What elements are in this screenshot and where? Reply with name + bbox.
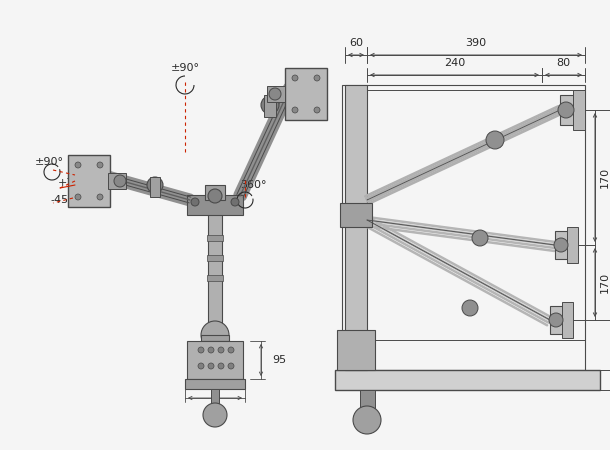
Text: 92: 92 <box>208 405 222 415</box>
Bar <box>207 235 223 241</box>
Bar <box>187 195 243 215</box>
Text: 80: 80 <box>556 58 570 68</box>
Circle shape <box>231 198 239 206</box>
Bar <box>342 85 585 370</box>
Bar <box>208 200 222 330</box>
Bar <box>264 95 276 117</box>
Bar <box>207 275 223 281</box>
Text: +75°: +75° <box>58 178 87 188</box>
Bar <box>68 155 110 207</box>
Circle shape <box>208 189 222 203</box>
Circle shape <box>549 313 563 327</box>
Circle shape <box>203 403 227 427</box>
Bar <box>567 227 578 263</box>
Circle shape <box>314 107 320 113</box>
Bar <box>345 85 367 370</box>
Text: 390: 390 <box>465 38 487 48</box>
Text: 170: 170 <box>600 272 610 293</box>
Circle shape <box>292 107 298 113</box>
Bar <box>267 86 285 102</box>
Text: 60: 60 <box>349 38 363 48</box>
Circle shape <box>218 347 224 353</box>
Circle shape <box>218 363 224 369</box>
Bar <box>360 390 375 415</box>
Text: 95: 95 <box>272 355 286 365</box>
Text: 170: 170 <box>600 167 610 188</box>
Text: ±90°: ±90° <box>171 63 199 73</box>
Circle shape <box>198 347 204 353</box>
Text: 360°: 360° <box>240 180 267 190</box>
Circle shape <box>554 238 568 252</box>
Circle shape <box>228 347 234 353</box>
Circle shape <box>472 230 488 246</box>
Circle shape <box>558 102 574 118</box>
Bar <box>335 370 600 390</box>
Circle shape <box>75 162 81 168</box>
Circle shape <box>75 194 81 200</box>
Bar <box>207 255 223 261</box>
Bar <box>185 379 245 389</box>
Circle shape <box>201 321 229 349</box>
Circle shape <box>353 406 381 434</box>
Bar <box>560 95 574 125</box>
Bar <box>285 68 327 120</box>
Circle shape <box>208 347 214 353</box>
Bar <box>201 335 229 341</box>
Circle shape <box>208 363 214 369</box>
Bar <box>340 203 372 227</box>
Circle shape <box>228 363 234 369</box>
Circle shape <box>97 162 103 168</box>
Bar <box>150 177 160 197</box>
Text: 240: 240 <box>444 58 465 68</box>
Circle shape <box>191 198 199 206</box>
Circle shape <box>486 131 504 149</box>
Circle shape <box>97 194 103 200</box>
Text: -45°: -45° <box>50 195 74 205</box>
Bar <box>367 90 585 340</box>
Bar <box>205 185 225 200</box>
Circle shape <box>147 177 163 193</box>
Circle shape <box>462 300 478 316</box>
Bar <box>573 90 585 130</box>
Bar <box>187 341 243 379</box>
Circle shape <box>269 88 281 100</box>
Circle shape <box>114 175 126 187</box>
Bar <box>562 302 573 338</box>
Bar <box>550 306 563 334</box>
Bar <box>211 389 219 409</box>
Bar <box>108 173 126 189</box>
Circle shape <box>292 75 298 81</box>
Bar <box>337 330 375 370</box>
Bar <box>555 231 568 259</box>
Circle shape <box>198 363 204 369</box>
Circle shape <box>314 75 320 81</box>
Circle shape <box>261 96 279 114</box>
Text: ±90°: ±90° <box>35 157 64 167</box>
